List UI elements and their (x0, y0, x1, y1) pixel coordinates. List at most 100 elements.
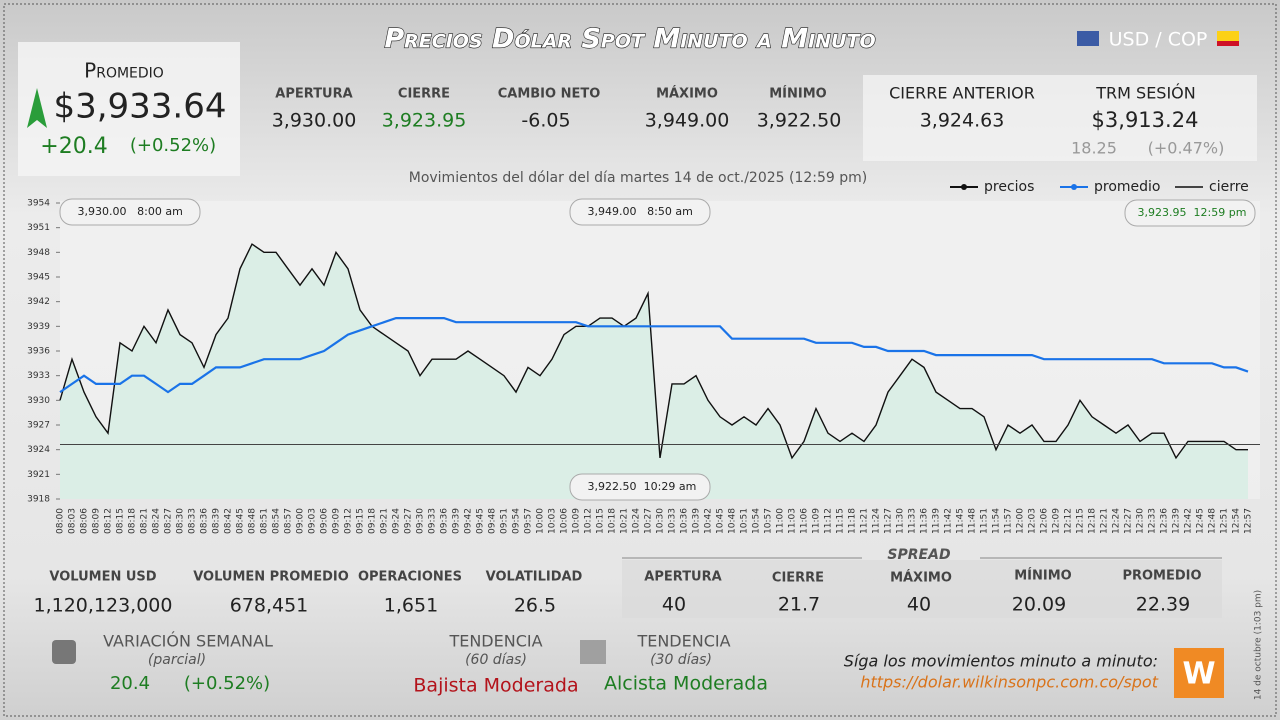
chart-subtitle: Movimientos del dólar del día martes 14 … (409, 170, 868, 186)
x-tick-label: 11:09 (812, 508, 822, 534)
x-tick-label: 11:00 (776, 508, 786, 534)
spread-value: 20.09 (1012, 594, 1066, 616)
x-tick-label: 10:36 (680, 508, 690, 534)
volume-label: VOLUMEN USD (49, 570, 156, 585)
spread-label: APERTURA (644, 570, 721, 585)
x-tick-label: 11:39 (932, 508, 942, 534)
spread-label: MÍNIMO (1014, 568, 1071, 584)
x-tick-label: 08:18 (128, 508, 138, 534)
x-tick-label: 12:42 (1184, 508, 1194, 534)
x-tick-label: 11:24 (872, 508, 882, 534)
x-tick-label: 11:57 (1004, 508, 1014, 534)
logo-mark: W (1182, 657, 1215, 692)
title: Precios Dólar Spot Minuto a Minuto (384, 24, 875, 55)
y-tick-label: 3939 (27, 322, 50, 332)
annotation-value: 3,930.00 (78, 205, 127, 218)
weekly-change: 20.4 (110, 673, 150, 694)
x-tick-label: 08:33 (188, 508, 198, 534)
spread-value: 21.7 (778, 594, 820, 616)
volume-value: 26.5 (514, 595, 556, 617)
legend-label: precios (984, 179, 1034, 195)
us-flag (1077, 31, 1099, 46)
spread-label: MÁXIMO (890, 570, 952, 586)
x-tick-label: 09:21 (380, 508, 390, 534)
x-tick-label: 12:51 (1220, 508, 1230, 534)
stat-value: 3,923.95 (382, 110, 467, 132)
previous-label: CIERRE ANTERIOR (889, 84, 1035, 103)
x-tick-label: 11:21 (860, 508, 870, 534)
x-tick-label: 08:15 (116, 508, 126, 534)
x-tick-label: 10:57 (764, 508, 774, 534)
previous-box (863, 75, 1257, 161)
spread-label: PROMEDIO (1122, 569, 1201, 584)
y-tick-label: 3948 (27, 248, 50, 258)
series-line (59, 243, 1248, 460)
x-tick-label: 10:42 (704, 508, 714, 534)
chart: 3918 3921 3924 3927 3930 3933 3936 3939 3942 3945… (27, 179, 1260, 534)
annotation-box (1124, 199, 1256, 227)
stat-value: -6.05 (521, 110, 570, 132)
volume-label: VOLUMEN PROMEDIO (193, 570, 349, 585)
x-tick-label: 11:06 (800, 508, 810, 534)
spread-label: CIERRE (772, 571, 824, 586)
x-tick-label: 09:48 (488, 508, 498, 534)
legend-dot (1071, 184, 1077, 190)
trend-period: (30 días) (650, 652, 712, 668)
x-tick-label: 08:48 (248, 508, 258, 534)
spread-value: 40 (907, 594, 931, 616)
stat-value: 3,930.00 (272, 110, 357, 132)
stat-label: APERTURA (275, 87, 352, 102)
x-tick-label: 12:54 (1232, 508, 1242, 534)
x-tick-label: 10:18 (608, 508, 618, 534)
weekly-note: (parcial) (148, 652, 206, 668)
x-tick-label: 09:24 (392, 508, 402, 534)
x-tick-label: 12:27 (1124, 508, 1134, 534)
x-tick-label: 08:27 (164, 508, 174, 534)
x-tick-label: 10:51 (740, 508, 750, 534)
y-tick-label: 3921 (27, 470, 50, 480)
x-tick-label: 08:45 (236, 508, 246, 534)
trm-value: $3,913.24 (1092, 108, 1199, 132)
average-change: +20.4 (40, 134, 107, 159)
y-tick-label: 3924 (27, 445, 50, 455)
x-tick-label: 11:12 (824, 508, 834, 534)
weekly-label: VARIACIÓN SEMANAL (103, 632, 273, 651)
y-tick-label: 3954 (27, 199, 50, 209)
stat-label: CIERRE (398, 87, 450, 102)
x-tick-label: 08:36 (200, 508, 210, 534)
x-tick-label: 08:09 (92, 508, 102, 534)
co-flag-red (1217, 41, 1239, 46)
x-tick-label: 08:24 (152, 508, 162, 534)
annotation-box (569, 198, 711, 226)
x-tick-label: 08:03 (68, 508, 78, 534)
stat-label: MÁXIMO (656, 86, 718, 102)
stat-label: CAMBIO NETO (498, 87, 601, 102)
x-tick-label: 11:15 (836, 508, 846, 534)
footer-url: https://dolar.wilkinsonpc.com.co/spot (860, 673, 1158, 692)
x-tick-label: 08:57 (284, 508, 294, 534)
annotation-time: 12:59 pm (1194, 206, 1247, 219)
x-tick-label: 10:30 (656, 508, 666, 534)
x-tick-label: 08:54 (272, 508, 282, 534)
x-tick-label: 12:45 (1196, 508, 1206, 534)
legend-label: promedio (1094, 179, 1161, 195)
legend-dot (961, 184, 967, 190)
y-tick-label: 3942 (27, 297, 50, 307)
volume-value: 678,451 (230, 595, 309, 617)
weekly-change-pct: (+0.52%) (184, 673, 270, 694)
average-change-pct: (+0.52%) (130, 135, 216, 156)
volume-label: VOLATILIDAD (486, 570, 583, 585)
x-tick-label: 12:24 (1112, 508, 1122, 534)
x-tick-label: 11:45 (956, 508, 966, 534)
x-tick-label: 09:27 (404, 508, 414, 534)
x-tick-label: 12:15 (1076, 508, 1086, 534)
stat-value: 3,949.00 (645, 110, 730, 132)
x-tick-label: 12:39 (1172, 508, 1182, 534)
x-tick-label: 12:12 (1064, 508, 1074, 534)
x-tick-label: 10:39 (692, 508, 702, 534)
trend-value: Bajista Moderada (413, 675, 578, 697)
x-tick-label: 09:33 (428, 508, 438, 534)
x-tick-label: 08:06 (80, 508, 90, 534)
annotation-box (59, 198, 201, 226)
